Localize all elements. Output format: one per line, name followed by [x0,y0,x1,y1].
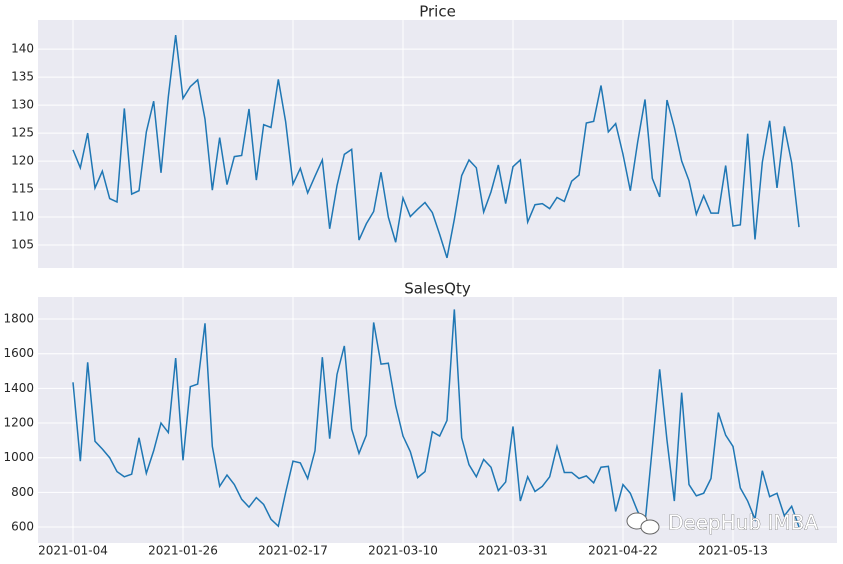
x-tick-label: 2021-01-04 [38,544,108,558]
y-tick-label: 600 [11,520,34,534]
x-tick-label: 2021-02-17 [258,544,328,558]
y-tick-label: 120 [11,154,34,168]
y-tick-label: 135 [11,70,34,84]
line [72,309,800,528]
chart-title: SalesQty [404,280,471,298]
y-tick-label: 800 [11,485,34,499]
y-tick-label: 130 [11,98,34,112]
y-tick-label: 110 [11,210,34,224]
y-tick-label: 1000 [3,450,34,464]
x-tick-label: 2021-04-22 [588,544,658,558]
x-tick-label: 2021-05-13 [698,544,768,558]
x-tick-label: 2021-01-26 [148,544,218,558]
y-tick-label: 115 [11,182,34,196]
y-tick-label: 1400 [3,381,34,395]
y-tick-label: 125 [11,126,34,140]
line [72,35,800,259]
y-tick-label: 140 [11,42,34,56]
chart-title: Price [419,3,456,21]
y-tick-label: 105 [11,238,34,252]
watermark: DeepHub IMBA [668,511,818,535]
watermark-icon [626,512,660,535]
x-tick-label: 2021-03-10 [368,544,438,558]
x-tick-label: 2021-03-31 [478,544,548,558]
y-tick-label: 1800 [3,312,34,326]
y-tick-label: 1600 [3,346,34,360]
marks [72,35,800,528]
y-tick-label: 1200 [3,416,34,430]
plot-area [38,297,837,543]
